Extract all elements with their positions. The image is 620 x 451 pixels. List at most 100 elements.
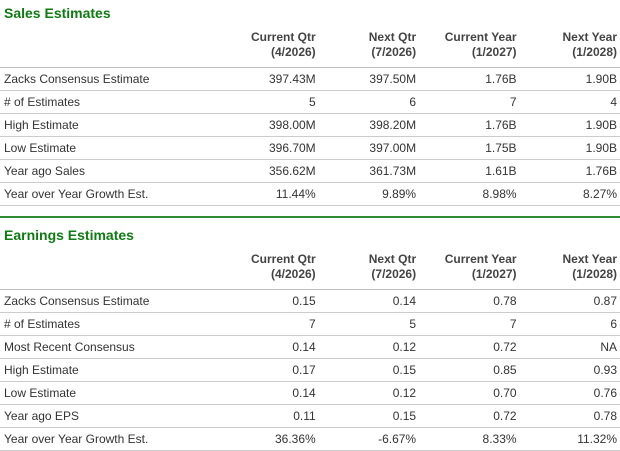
cell-value: 0.12	[318, 335, 420, 359]
cell-value: 1.61B	[419, 159, 520, 183]
cell-value: 356.62M	[218, 159, 319, 183]
table-row: Low Estimate 396.70M 397.00M 1.75B 1.90B	[0, 136, 620, 160]
cell-value: 5	[218, 90, 319, 114]
estimates-page: Sales Estimates Current Qtr (4/2026) Nex…	[0, 6, 620, 451]
column-header-label: Next Year	[562, 252, 618, 266]
cell-value: 0.85	[419, 358, 520, 382]
section-divider	[0, 216, 620, 218]
cell-value: 7	[419, 90, 520, 114]
cell-value: 1.76B	[419, 67, 520, 91]
table-row: # of Estimates 7 5 7 6	[0, 312, 620, 336]
column-header-spacer	[0, 252, 219, 290]
column-header-period: (7/2026)	[371, 45, 417, 59]
column-header-next-year: Next Year (1/2028)	[519, 252, 620, 290]
cell-value: 0.15	[318, 358, 420, 382]
cell-value: 0.11	[218, 404, 319, 428]
row-label: Zacks Consensus Estimate	[0, 289, 219, 313]
cell-value: 6	[519, 312, 620, 336]
table-row: Low Estimate 0.14 0.12 0.70 0.76	[0, 381, 620, 405]
cell-value: 361.73M	[318, 159, 420, 183]
cell-value: 0.72	[419, 404, 520, 428]
column-header-next-year: Next Year (1/2028)	[519, 30, 620, 68]
row-label: Most Recent Consensus	[0, 335, 219, 359]
column-header-next-qtr: Next Qtr (7/2026)	[318, 252, 420, 290]
row-label: Low Estimate	[0, 381, 219, 405]
cell-value: 1.90B	[519, 113, 620, 137]
sales-estimates-table: Current Qtr (4/2026) Next Qtr (7/2026) C…	[0, 30, 620, 206]
cell-value: 397.43M	[218, 67, 319, 91]
cell-value: 398.20M	[318, 113, 420, 137]
column-header-label: Next Year	[562, 30, 618, 44]
cell-value: 0.70	[419, 381, 520, 405]
cell-value: 1.90B	[519, 136, 620, 160]
column-header-label: Current Year	[444, 252, 517, 266]
cell-value: 7	[419, 312, 520, 336]
column-header-current-qtr: Current Qtr (4/2026)	[218, 30, 319, 68]
cell-value: 1.75B	[419, 136, 520, 160]
table-row: Most Recent Consensus 0.14 0.12 0.72 NA	[0, 335, 620, 359]
cell-value: 0.78	[519, 404, 620, 428]
row-label: Zacks Consensus Estimate	[0, 67, 219, 91]
column-header-period: (1/2027)	[471, 45, 517, 59]
cell-value: 1.90B	[519, 67, 620, 91]
section-title-sales: Sales Estimates	[4, 5, 111, 21]
cell-value: 1.76B	[419, 113, 520, 137]
column-header-current-year: Current Year (1/2027)	[419, 252, 520, 290]
table-row: High Estimate 0.17 0.15 0.85 0.93	[0, 358, 620, 382]
column-header-label: Next Qtr	[368, 252, 417, 266]
cell-value: 396.70M	[218, 136, 319, 160]
cell-value: 11.32%	[519, 427, 620, 451]
column-header-spacer	[0, 30, 219, 68]
column-header-label: Current Qtr	[251, 30, 316, 44]
cell-value: 8.33%	[419, 427, 520, 451]
column-header-period: (7/2026)	[371, 267, 417, 281]
table-row: Year over Year Growth Est. 36.36% -6.67% 8.…	[0, 427, 620, 451]
cell-value: 4	[519, 90, 620, 114]
table-row: Year ago Sales 356.62M 361.73M 1.61B 1.76B	[0, 159, 620, 183]
cell-value: 8.27%	[519, 182, 620, 206]
column-header-label: Next Qtr	[368, 30, 417, 44]
cell-value: 0.14	[318, 289, 420, 313]
column-header-period: (1/2027)	[471, 267, 517, 281]
cell-value: -6.67%	[318, 427, 420, 451]
sales-estimates-section: Sales Estimates Current Qtr (4/2026) Nex…	[0, 6, 620, 206]
section-title-earnings: Earnings Estimates	[4, 227, 134, 243]
column-header-row: Current Qtr (4/2026) Next Qtr (7/2026) C…	[0, 30, 620, 68]
table-row: Zacks Consensus Estimate 0.15 0.14 0.78 0.87	[0, 289, 620, 313]
row-label: Year ago EPS	[0, 404, 219, 428]
column-header-period: (4/2026)	[270, 45, 316, 59]
cell-value: 0.93	[519, 358, 620, 382]
cell-value: 0.76	[519, 381, 620, 405]
cell-value: 0.78	[419, 289, 520, 313]
cell-value: 7	[218, 312, 319, 336]
row-label: Year over Year Growth Est.	[0, 427, 219, 451]
row-label: # of Estimates	[0, 90, 219, 114]
cell-value: 8.98%	[419, 182, 520, 206]
cell-value: 6	[318, 90, 420, 114]
cell-value: 11.44%	[218, 182, 319, 206]
table-row: # of Estimates 5 6 7 4	[0, 90, 620, 114]
column-header-current-year: Current Year (1/2027)	[419, 30, 520, 68]
column-header-next-qtr: Next Qtr (7/2026)	[318, 30, 420, 68]
column-header-period: (4/2026)	[270, 267, 316, 281]
cell-value: 0.12	[318, 381, 420, 405]
cell-value: NA	[519, 335, 620, 359]
cell-value: 0.72	[419, 335, 520, 359]
cell-value: 0.15	[218, 289, 319, 313]
table-row: Year over Year Growth Est. 11.44% 9.89% 8.9…	[0, 182, 620, 206]
table-row: Year ago EPS 0.11 0.15 0.72 0.78	[0, 404, 620, 428]
cell-value: 397.50M	[318, 67, 420, 91]
earnings-estimates-section: Earnings Estimates Current Qtr (4/2026) …	[0, 228, 620, 451]
cell-value: 398.00M	[218, 113, 319, 137]
row-label: High Estimate	[0, 358, 219, 382]
cell-value: 0.15	[318, 404, 420, 428]
cell-value: 0.87	[519, 289, 620, 313]
cell-value: 0.14	[218, 335, 319, 359]
row-label: Year ago Sales	[0, 159, 219, 183]
row-label: # of Estimates	[0, 312, 219, 336]
table-row: High Estimate 398.00M 398.20M 1.76B 1.90B	[0, 113, 620, 137]
row-label: Low Estimate	[0, 136, 219, 160]
cell-value: 0.14	[218, 381, 319, 405]
column-header-label: Current Year	[444, 30, 517, 44]
column-header-period: (1/2028)	[572, 267, 617, 281]
